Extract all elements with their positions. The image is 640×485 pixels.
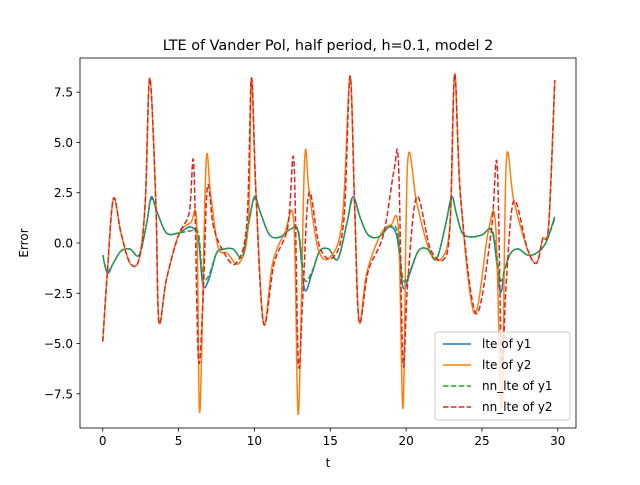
y-tick-label: −5.0 (44, 337, 73, 351)
legend-label-nn-lte-y2: nn_lte of y2 (482, 400, 553, 414)
y-tick-label: −7.5 (44, 387, 73, 401)
y-tick-label: 7.5 (54, 86, 73, 100)
series-line-nn-lte-of-y1 (102, 197, 556, 283)
x-tick-label: 0 (99, 434, 107, 448)
chart-title: LTE of Vander Pol, half period, h=0.1, m… (163, 38, 494, 54)
y-tick-label: 5.0 (54, 136, 73, 150)
legend-label-lte-y2: lte of y2 (482, 358, 531, 372)
x-tick-label: 10 (247, 434, 262, 448)
x-tick-label: 25 (474, 434, 489, 448)
legend-label-lte-y1: lte of y1 (482, 337, 531, 351)
x-tick-label: 20 (398, 434, 413, 448)
series-line-nn-lte-of-y2 (102, 73, 556, 369)
x-axis-label: t (326, 456, 331, 470)
legend-label-nn-lte-y1: nn_lte of y1 (482, 379, 553, 393)
x-tick-label: 15 (323, 434, 338, 448)
axis-ticks: 0 5 10 15 20 25 30 −7.5 −5.0 −2.5 0.0 2.5 5.0 7.5 (44, 86, 566, 448)
x-tick-label: 5 (175, 434, 183, 448)
x-tick-label: 30 (550, 434, 565, 448)
plot-frame (79, 57, 577, 429)
y-tick-label: 2.5 (54, 186, 73, 200)
y-tick-label: 0.0 (54, 237, 73, 251)
legend: lte of y1 lte of y2 nn_lte of y1 nn_lte … (434, 331, 571, 421)
series-layer (102, 73, 556, 415)
y-axis-label: Error (17, 228, 31, 257)
y-tick-label: −2.5 (44, 287, 73, 301)
legend-box (434, 331, 571, 421)
